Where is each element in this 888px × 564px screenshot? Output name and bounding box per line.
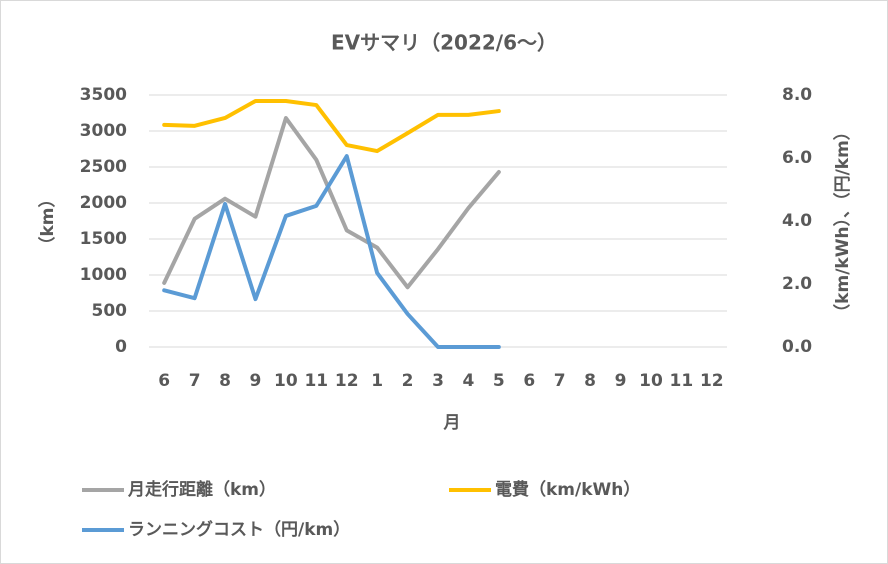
y2-tick-label: 2.0 [782, 274, 812, 294]
chart-title: EVサマリ（2022/6～） [331, 31, 557, 55]
x-tick-label: 10 [274, 371, 298, 391]
legend-label: ランニングコスト（円/km） [128, 519, 350, 540]
x-tick-label: 5 [493, 371, 505, 391]
y-tick-label: 2500 [80, 157, 127, 177]
x-tick-label: 1 [371, 371, 383, 391]
y2-tick-label: 0.0 [782, 337, 812, 357]
series-line [162, 154, 501, 349]
series-line [162, 116, 501, 290]
y2-tick-label: 4.0 [782, 211, 812, 231]
x-tick-label: 12 [700, 371, 724, 391]
x-tick-label: 6 [523, 371, 535, 391]
x-tick-label: 3 [432, 371, 444, 391]
y2-axis-title: （km/kWh）、（円/km） [832, 123, 853, 321]
y-tick-label: 3000 [80, 121, 127, 141]
x-tick-label: 11 [670, 371, 694, 391]
y-tick-label: 2000 [80, 193, 127, 213]
x-tick-label: 7 [554, 371, 566, 391]
x-tick-label: 11 [304, 371, 328, 391]
x-tick-label: 9 [615, 371, 627, 391]
legend-label: 電費（km/kWh） [495, 479, 640, 500]
x-axis-title: 月 [443, 413, 461, 433]
x-tick-label: 8 [584, 371, 596, 391]
y-axis-title: （km） [37, 190, 58, 253]
x-tick-label: 12 [335, 371, 359, 391]
y2-tick-label: 8.0 [782, 85, 812, 105]
legend-label: 月走行距離（km） [127, 479, 276, 500]
x-tick-label: 6 [158, 371, 170, 391]
x-tick-label: 8 [219, 371, 231, 391]
y-tick-label: 0 [115, 337, 127, 357]
x-tick-label: 7 [189, 371, 201, 391]
x-tick-label: 2 [402, 371, 414, 391]
y-tick-label: 1000 [80, 265, 127, 285]
y-tick-label: 1500 [80, 229, 127, 249]
y2-tick-label: 6.0 [782, 148, 812, 168]
x-tick-label: 9 [250, 371, 262, 391]
x-tick-label: 4 [462, 371, 474, 391]
y-tick-label: 500 [92, 301, 128, 321]
x-tick-label: 10 [639, 371, 663, 391]
y-tick-label: 3500 [80, 85, 127, 105]
series-line [162, 98, 501, 154]
